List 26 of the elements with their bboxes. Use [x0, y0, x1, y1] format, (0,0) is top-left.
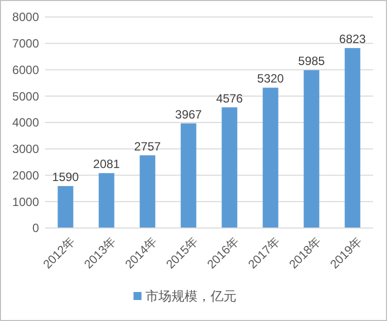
y-tick-label: 8000: [12, 10, 40, 24]
y-tick-label: 3000: [12, 142, 40, 156]
bar: [344, 48, 360, 228]
data-label: 2757: [134, 139, 162, 154]
data-label: 4576: [216, 91, 244, 106]
y-tick-label: 7000: [12, 36, 40, 51]
data-label: 2081: [93, 157, 120, 172]
data-label: 5320: [257, 72, 284, 86]
legend-label: 市场规模，亿元: [146, 288, 236, 304]
bar: [222, 107, 238, 228]
y-tick-label: 2000: [12, 168, 40, 182]
y-tick-label: 1000: [12, 194, 40, 209]
data-label: 6823: [339, 32, 366, 46]
bar: [304, 70, 320, 228]
bar: [58, 186, 74, 228]
bar: [180, 123, 196, 228]
data-label: 1590: [52, 170, 80, 184]
bar: [98, 173, 114, 228]
bar: [140, 155, 156, 228]
bar: [262, 88, 278, 228]
y-tick-label: 0: [32, 221, 40, 236]
y-tick-label: 5000: [12, 89, 40, 104]
data-label: 5985: [298, 54, 326, 68]
y-tick-label: 6000: [12, 62, 40, 77]
data-label: 3967: [175, 107, 202, 122]
y-tick-label: 4000: [12, 116, 40, 130]
